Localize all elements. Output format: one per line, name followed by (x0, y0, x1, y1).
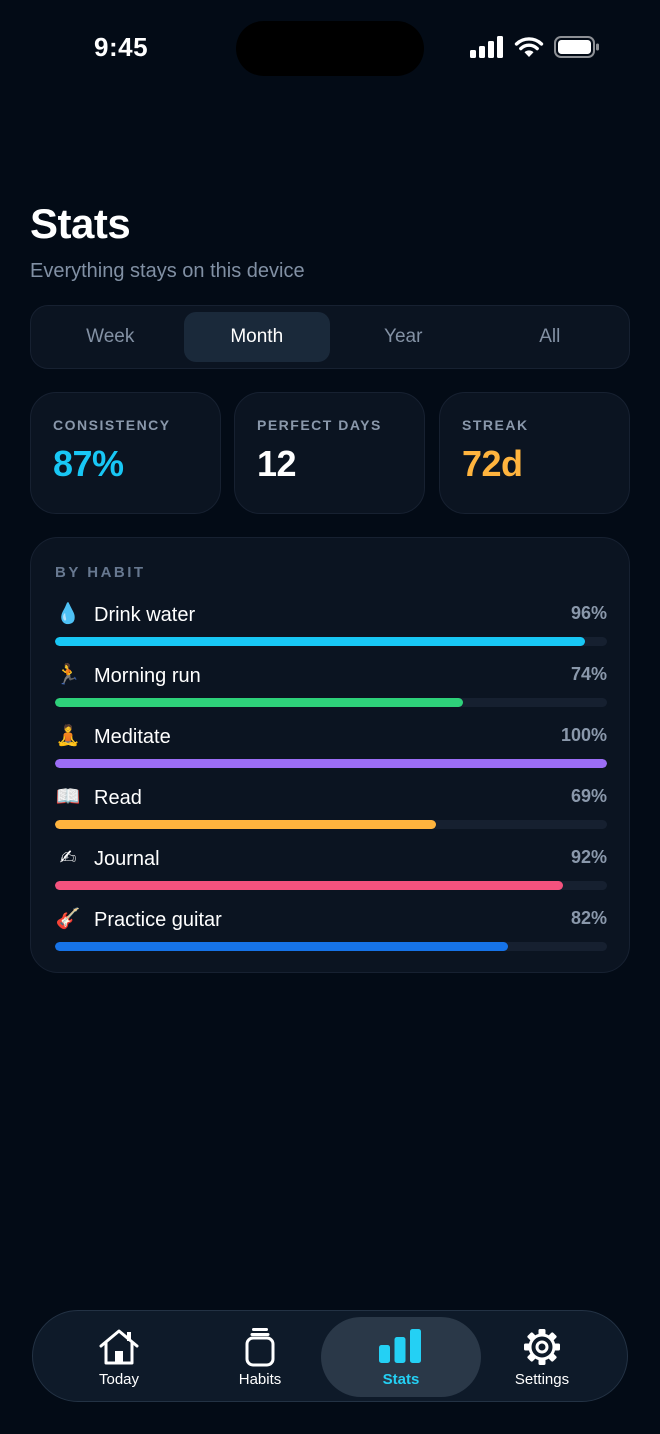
streak-card: STREAK 72d (439, 392, 630, 514)
tab-bar: Today Habits Stats (32, 1310, 628, 1402)
guitar-icon: 🎸 (55, 908, 81, 930)
status-icons (470, 36, 600, 58)
open-book-icon: 📖 (55, 786, 81, 808)
habit-percent: 74% (570, 664, 607, 684)
progress-track (55, 637, 607, 646)
habit-row-read[interactable]: 📖 Read 69% (55, 784, 607, 834)
progress-track (55, 759, 607, 768)
water-drop-icon: 💧 (55, 603, 81, 625)
progress-track (55, 820, 607, 829)
habit-row-practice-guitar[interactable]: 🎸 Practice guitar 82% (55, 906, 607, 956)
gear-icon (520, 1327, 564, 1367)
habit-row-meditate[interactable]: 🧘 Meditate 100% (55, 723, 607, 773)
habit-percent: 82% (570, 908, 607, 928)
tab-settings[interactable]: Settings (462, 1317, 622, 1397)
tab-stats[interactable]: Stats (321, 1317, 481, 1397)
habit-name: Journal (94, 848, 160, 870)
progress-track (55, 698, 607, 707)
card-label: STREAK (462, 417, 529, 433)
card-label: CONSISTENCY (53, 417, 171, 433)
tab-label: Habits (238, 1370, 282, 1388)
period-tab-year[interactable]: Year (384, 326, 423, 347)
habit-row-journal[interactable]: ✍ Journal 92% (55, 845, 607, 895)
progress-fill (55, 881, 563, 890)
progress-fill (55, 637, 585, 646)
period-tab-all[interactable]: All (539, 326, 561, 347)
habit-name: Meditate (94, 726, 171, 748)
progress-fill (55, 942, 508, 951)
dynamic-island (236, 21, 424, 76)
page-title: Stats (30, 200, 131, 247)
progress-fill (55, 698, 464, 707)
habit-percent: 92% (570, 847, 607, 867)
tab-today[interactable]: Today (39, 1317, 199, 1397)
period-tab-month[interactable]: Month (183, 312, 330, 362)
habit-row-morning-run[interactable]: 🏃 Morning run 74% (55, 662, 607, 712)
consistency-value: 87% (53, 443, 124, 484)
jar-icon (238, 1327, 282, 1367)
consistency-card: CONSISTENCY 87% (30, 392, 221, 514)
habit-percent: 96% (570, 603, 607, 623)
habit-percent: 69% (570, 786, 607, 806)
habit-name: Drink water (94, 604, 196, 626)
progress-fill (55, 820, 436, 829)
habit-name: Read (94, 787, 142, 809)
battery-icon (554, 36, 599, 58)
section-label: BY HABIT (55, 564, 146, 581)
tab-label: Settings (514, 1370, 570, 1388)
habit-percent: 100% (560, 725, 607, 745)
tab-label: Today (98, 1370, 140, 1388)
habit-name: Practice guitar (94, 909, 222, 931)
writing-hand-icon: ✍ (59, 847, 77, 869)
runner-icon: 🏃 (55, 664, 81, 686)
habit-name: Morning run (94, 665, 201, 687)
wifi-icon (514, 37, 544, 57)
perfect-days-card: PERFECT DAYS 12 (234, 392, 425, 514)
page-subtitle: Everything stays on this device (30, 260, 305, 282)
perfect-days-value: 12 (257, 443, 297, 484)
by-habit-card: BY HABIT 💧 Drink water 96% 🏃 Morning run… (30, 537, 630, 973)
bar-chart-icon (379, 1327, 423, 1367)
period-tab-week[interactable]: Week (86, 326, 135, 347)
house-icon (97, 1327, 141, 1367)
status-time: 9:45 (94, 32, 149, 62)
period-segmented-control: Week Month Year All (30, 305, 630, 369)
progress-track (55, 881, 607, 890)
tab-label: Stats (382, 1370, 420, 1388)
habit-row-drink-water[interactable]: 💧 Drink water 96% (55, 601, 607, 651)
streak-value: 72d (462, 443, 523, 484)
tab-habits[interactable]: Habits (180, 1317, 340, 1397)
progress-track (55, 942, 607, 951)
signal-icon (470, 36, 503, 58)
meditation-icon: 🧘 (55, 725, 81, 747)
card-label: PERFECT DAYS (257, 417, 382, 433)
progress-fill (55, 759, 607, 768)
